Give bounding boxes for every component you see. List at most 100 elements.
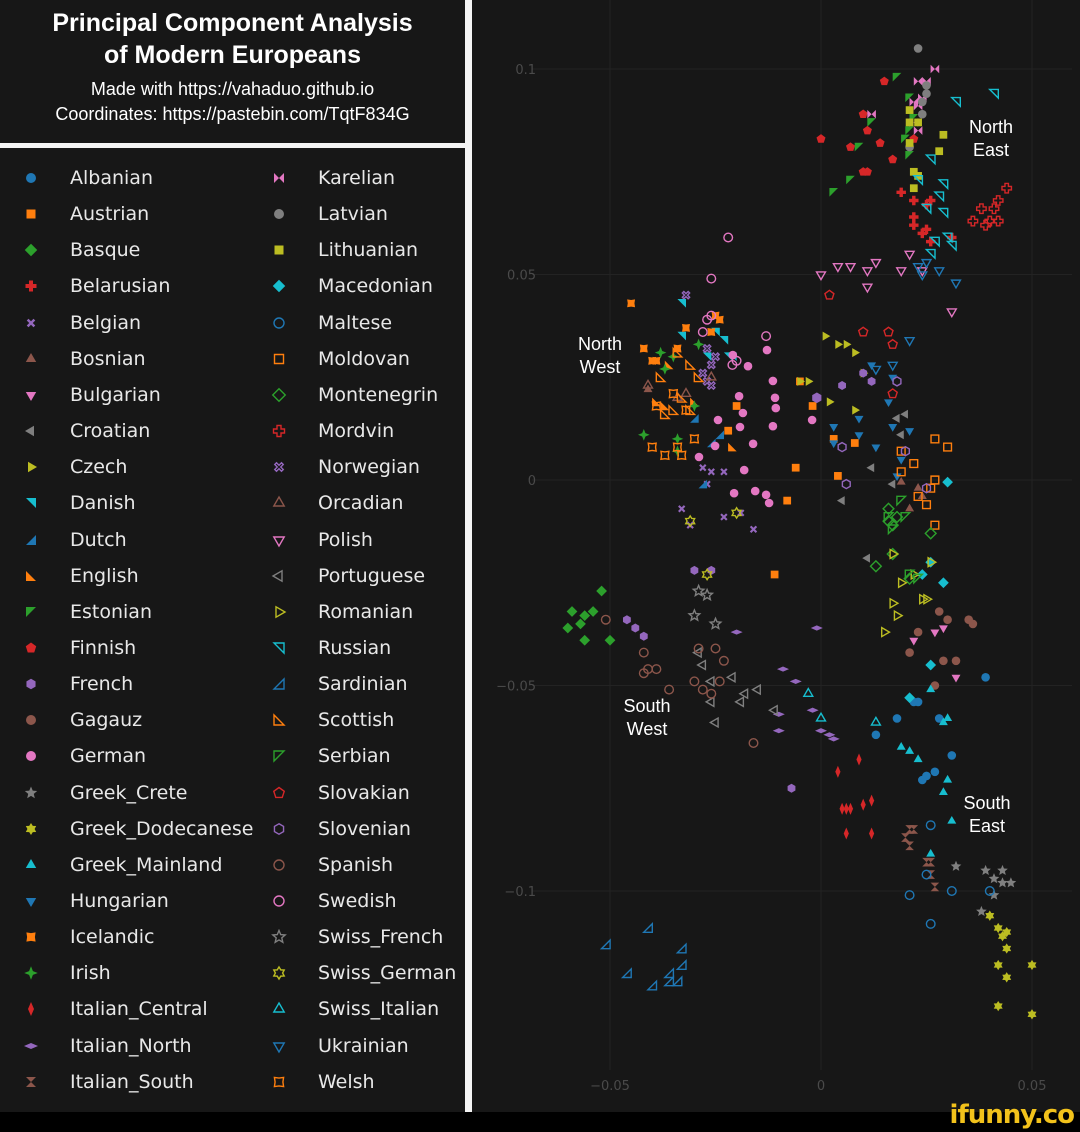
point-french [812, 393, 821, 403]
legend-marker [25, 391, 37, 401]
point-ukrainian [870, 365, 882, 376]
legend-marker-icon [25, 352, 37, 362]
point-spanish [664, 684, 675, 695]
point-german [729, 488, 739, 498]
point-ukrainian [903, 337, 916, 347]
y-tick-label: 0.05 [507, 269, 536, 284]
point-danish [719, 336, 729, 345]
point-karelian [913, 126, 923, 135]
point-estonian [909, 114, 919, 123]
legend-marker-icon [25, 391, 37, 401]
point-french [707, 565, 716, 575]
legend-marker-icon [271, 569, 283, 583]
point-english [728, 442, 737, 452]
point-polish [946, 308, 958, 319]
legend-marker [274, 173, 284, 183]
legend-marker [24, 786, 38, 798]
x-tick-label: 0 [817, 1079, 825, 1094]
point-finnish [875, 138, 885, 147]
point-latvian [918, 97, 927, 107]
point-basque [562, 622, 574, 634]
point-greek-mainland [938, 787, 948, 795]
point-hungarian [829, 424, 839, 432]
point-slovakian [824, 289, 835, 300]
point-dutch [690, 414, 699, 423]
point-danish [677, 299, 686, 308]
legend-marker-icon [273, 822, 285, 835]
point-swiss-italian [802, 687, 814, 697]
point-serbian [887, 524, 899, 536]
point-belgian [720, 513, 728, 521]
point-swedish [727, 359, 738, 370]
point-norwegian [681, 290, 691, 300]
point-portuguese [704, 675, 715, 688]
point-mordvin [984, 215, 996, 227]
point-slovakian [857, 326, 869, 337]
point-romanian [910, 568, 921, 581]
point-estonian [854, 142, 864, 152]
point-spanish [714, 676, 725, 687]
legend-label: Montenegrin [318, 383, 439, 406]
point-bulgarian [909, 637, 919, 646]
point-swedish [761, 331, 772, 342]
point-french [639, 631, 648, 641]
point-maltese [925, 918, 936, 929]
point-spanish [748, 738, 759, 748]
point-icelandic [707, 328, 716, 336]
legend-label: Bosnian [70, 347, 146, 370]
point-hungarian [854, 432, 864, 440]
point-montenegrin [886, 547, 900, 561]
bottom-strip [0, 1112, 1080, 1132]
point-slovakian [887, 338, 899, 349]
point-russian [928, 236, 940, 248]
point-moldovan [943, 442, 953, 452]
point-croatian [836, 496, 845, 506]
point-french [859, 368, 868, 378]
point-spanish [718, 655, 729, 666]
point-gagauz [913, 627, 923, 637]
point-italian-south [930, 882, 940, 892]
legend-marker [26, 209, 36, 219]
legend-marker-icon [25, 858, 37, 868]
point-greek-dodecanese [993, 922, 1003, 934]
region-label: East [969, 816, 1005, 836]
point-moldovan [930, 434, 940, 444]
point-moldovan [896, 467, 906, 477]
legend-marker [28, 1002, 34, 1017]
point-greek-dodecanese [1002, 943, 1012, 954]
legend-marker-icon [272, 965, 286, 981]
legend-label: Finnish [70, 636, 137, 659]
legend-label: Romanian [318, 600, 414, 623]
legend-marker [271, 387, 287, 403]
legend-label: Ukrainian [318, 1034, 409, 1057]
point-german [734, 391, 744, 401]
point-albanian [892, 714, 902, 723]
legend-label: Slovenian [318, 817, 411, 840]
point-sardinian [663, 967, 675, 979]
point-austrian [724, 426, 733, 435]
point-italian-central [839, 802, 845, 815]
legend-marker-icon [272, 424, 286, 438]
point-italian-north [730, 629, 743, 635]
point-portuguese [768, 704, 778, 716]
legend-marker-icon [26, 1076, 36, 1087]
point-belgian [699, 464, 707, 472]
legend-marker [25, 822, 37, 835]
point-czech [852, 348, 860, 358]
point-swiss-german [701, 568, 713, 581]
point-polish [844, 263, 857, 273]
legend-marker [274, 245, 284, 255]
point-french [867, 376, 876, 386]
region-label: South [963, 793, 1010, 813]
point-ukrainian [950, 279, 962, 290]
point-italian-south [905, 825, 914, 834]
point-romanian [897, 577, 908, 589]
legend-label: Czech [70, 456, 128, 479]
legend-marker [25, 280, 37, 292]
point-czech [852, 405, 860, 415]
point-german [739, 465, 749, 475]
legend-marker-icon [25, 280, 37, 292]
point-english [660, 401, 670, 411]
legend-label: Italian_Central [70, 998, 208, 1021]
point-russian [937, 179, 949, 191]
